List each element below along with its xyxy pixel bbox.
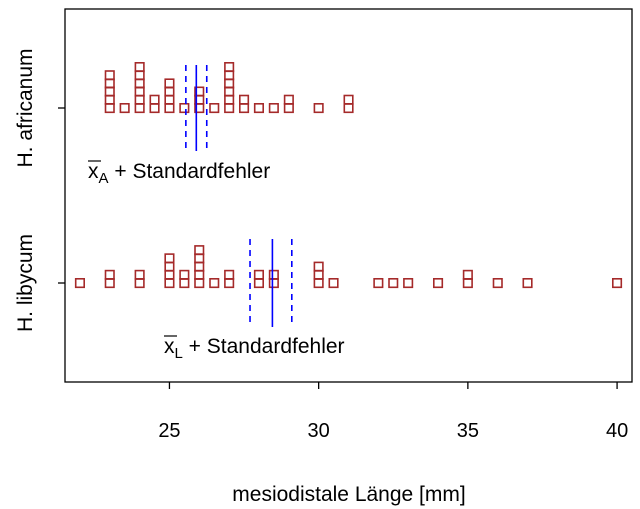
data-point — [134, 86, 145, 97]
data-point — [224, 86, 235, 97]
data-point — [209, 277, 220, 289]
axes: 25 30 35 40 — [58, 107, 628, 442]
annotation-text-a: Standardfehler — [132, 160, 270, 183]
data-point — [239, 103, 250, 114]
data-point — [224, 94, 235, 105]
data-point — [164, 78, 175, 89]
data-point — [104, 70, 115, 81]
data-point — [313, 269, 324, 280]
data-point — [164, 261, 175, 272]
data-point — [313, 277, 324, 289]
data-point — [253, 103, 264, 114]
data-point — [179, 277, 190, 289]
data-point — [373, 277, 384, 289]
data-point — [104, 78, 115, 89]
data-point — [224, 78, 235, 89]
plot-frame — [64, 8, 633, 383]
data-point — [104, 269, 115, 280]
annotation-text-l: Standardfehler — [207, 335, 345, 358]
data-point — [209, 103, 220, 114]
data-point — [164, 86, 175, 97]
mean-subscript-l: L — [175, 345, 183, 362]
data-point — [164, 94, 175, 105]
data-point — [224, 269, 235, 280]
data-point — [104, 86, 115, 97]
data-point — [134, 269, 145, 280]
data-point — [194, 277, 205, 289]
data-point — [403, 277, 414, 289]
data-point — [179, 103, 190, 114]
data-point — [104, 94, 115, 105]
group-label-libycum: H. libycum — [14, 234, 37, 332]
mean-symbol-l: x — [164, 335, 175, 358]
data-point — [104, 277, 115, 289]
data-point — [462, 277, 473, 289]
data-point — [432, 277, 444, 289]
data-point — [134, 61, 145, 73]
data-point — [134, 277, 145, 289]
annotation-africanum: xA + Standardfehler — [88, 160, 270, 187]
data-point — [492, 277, 503, 289]
data-point — [164, 103, 175, 114]
data-point — [313, 261, 324, 272]
data-point — [224, 61, 235, 73]
data-point — [283, 103, 294, 114]
x-tick-label: 35 — [457, 420, 479, 442]
data-point — [119, 103, 130, 114]
data-point — [224, 103, 235, 114]
mean-subscript-a: A — [99, 170, 109, 187]
annotation-libycum: xL + Standardfehler — [164, 335, 345, 362]
data-point — [74, 277, 85, 289]
data-point — [179, 269, 190, 280]
data-point — [522, 277, 533, 289]
data-point — [134, 103, 145, 114]
data-point — [343, 94, 354, 105]
data-point — [268, 103, 279, 114]
data-point — [194, 253, 205, 264]
group-label-africanum: H. africanum — [14, 48, 37, 167]
data-point — [194, 86, 205, 97]
data-point — [313, 103, 324, 114]
data-point — [164, 269, 175, 280]
data-point — [224, 70, 235, 81]
data-point — [134, 70, 145, 81]
data-point — [328, 277, 339, 289]
data-point — [104, 103, 115, 114]
x-tick-label: 25 — [158, 420, 180, 442]
svg-text:xA + Standardfehler: xA + Standardfehler — [88, 160, 270, 187]
data-point — [134, 94, 145, 105]
data-point — [134, 78, 145, 89]
data-point — [239, 94, 250, 105]
data-point — [343, 103, 354, 114]
data-point — [268, 269, 279, 280]
data-point — [388, 277, 399, 289]
data-point — [194, 269, 205, 280]
data-point — [253, 277, 264, 289]
data-point — [268, 277, 279, 289]
data-points — [74, 61, 623, 289]
data-point — [194, 245, 205, 256]
svg-text:xL + Standardfehler: xL + Standardfehler — [164, 335, 345, 362]
data-point — [462, 269, 473, 280]
data-point — [611, 277, 623, 289]
x-tick-label: 30 — [308, 420, 330, 442]
x-axis-label: mesiodistale Länge [mm] — [232, 483, 465, 506]
mean-and-se-lines — [185, 65, 293, 327]
data-point — [224, 277, 235, 289]
data-point — [164, 253, 175, 264]
data-point — [194, 261, 205, 272]
data-point — [253, 269, 264, 280]
data-point — [149, 94, 160, 105]
data-point — [164, 277, 175, 289]
data-point — [149, 103, 160, 114]
mean-symbol-a: x — [88, 160, 99, 183]
x-tick-label: 40 — [606, 420, 628, 442]
data-point — [283, 94, 294, 105]
